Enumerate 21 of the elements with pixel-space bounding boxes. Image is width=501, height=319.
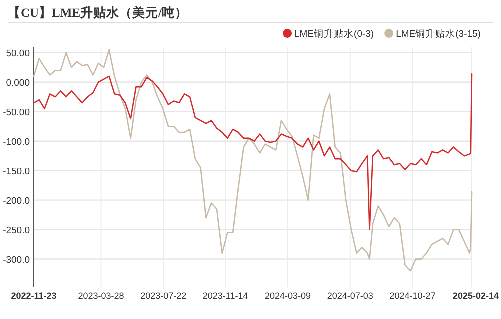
x-tick-label: 2024-03-09 <box>264 291 311 301</box>
x-tick-label: 2024-10-27 <box>390 291 436 301</box>
x-tick-label: 2025-02-14 <box>452 291 499 301</box>
y-tick-label: -50.00 <box>3 107 30 118</box>
x-tick-label: 2023-07-22 <box>140 291 187 301</box>
x-tick-label: 2022-11-23 <box>11 291 57 301</box>
chart-title: 【CU】LME升贴水（美元/吨） <box>8 5 188 20</box>
legend-label: LME铜升贴水(3-15) <box>396 28 481 40</box>
x-tick-label: 2024-07-03 <box>327 291 374 301</box>
legend-label: LME铜升贴水(0-3) <box>294 28 374 40</box>
x-tick-label: 2023-03-28 <box>78 291 124 301</box>
line-series <box>33 49 473 272</box>
x-tick-label: 2023-11-14 <box>202 291 248 301</box>
y-tick-label: -150.0 <box>3 166 30 178</box>
line-series <box>33 73 473 230</box>
y-tick-label: -250.0 <box>3 225 30 236</box>
y-tick-label: -100.0 <box>3 136 30 148</box>
y-tick-label: 50.00 <box>6 48 30 60</box>
y-tick-label: -300.0 <box>3 254 30 266</box>
y-tick-label: -200.0 <box>3 196 30 207</box>
y-tick-label: 0.000 <box>6 78 30 89</box>
